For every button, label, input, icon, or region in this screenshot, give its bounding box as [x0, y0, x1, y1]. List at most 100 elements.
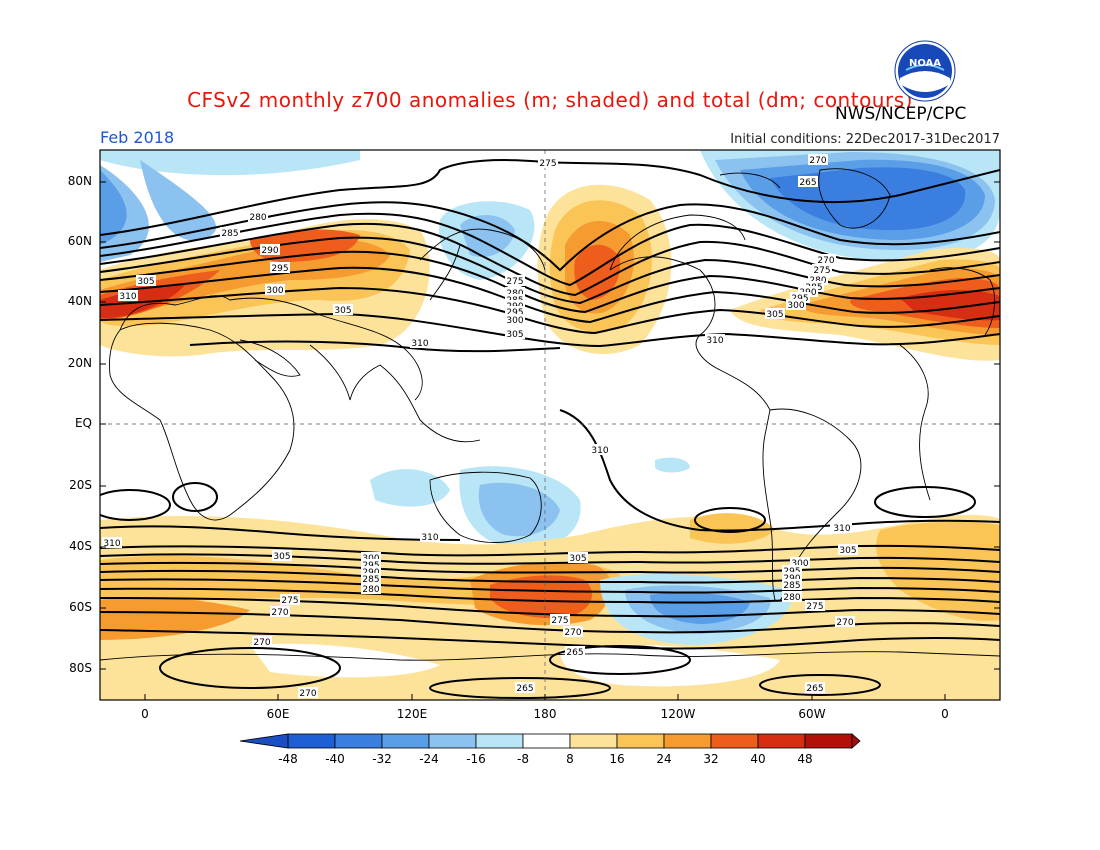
- contour-label: 270: [835, 616, 855, 628]
- svg-text:275: 275: [281, 596, 298, 606]
- svg-text:270: 270: [817, 256, 834, 266]
- colorbar-label: -24: [419, 752, 439, 766]
- lat-label: 20N: [67, 356, 92, 370]
- contour-label: 270: [808, 154, 828, 166]
- contour-label: 280: [248, 211, 268, 223]
- colorbar-swatch: [663, 733, 712, 749]
- forecast-month: Feb 2018: [100, 128, 175, 147]
- agency-label: NWS/NCEP/CPC: [835, 104, 967, 124]
- lat-label: 80N: [67, 174, 92, 188]
- chart-title: CFSv2 monthly z700 anomalies (m; shaded)…: [187, 88, 913, 112]
- svg-text:310: 310: [833, 524, 850, 534]
- svg-text:300: 300: [266, 286, 283, 296]
- contour-label: 305: [272, 550, 292, 562]
- contour-label: 275: [538, 157, 558, 169]
- contour-label: 270: [816, 254, 836, 266]
- svg-text:NOAA: NOAA: [909, 58, 941, 69]
- svg-text:285: 285: [783, 581, 800, 591]
- contour-label: 265: [805, 682, 825, 694]
- lat-label: 40S: [69, 539, 92, 553]
- colorbar-swatch: [428, 733, 477, 749]
- lat-label: 60N: [67, 234, 92, 248]
- svg-text:275: 275: [506, 277, 523, 287]
- colorbar-low-arrow: [239, 733, 289, 749]
- lat-label: 60S: [69, 600, 92, 614]
- lon-label: 120E: [396, 707, 428, 721]
- colorbar-label: 48: [797, 752, 813, 766]
- contour-label: 305: [838, 544, 858, 556]
- svg-text:305: 305: [137, 277, 154, 287]
- lon-label: 60E: [266, 707, 290, 721]
- colorbar-label: -16: [466, 752, 486, 766]
- colorbar-label: 40: [750, 752, 766, 766]
- contour-label: 310: [118, 290, 138, 302]
- colorbar-swatch: [757, 733, 806, 749]
- svg-text:300: 300: [787, 301, 804, 311]
- contour-label: 310: [410, 337, 430, 349]
- svg-text:305: 305: [766, 310, 783, 320]
- contour-label: 265: [515, 682, 535, 694]
- svg-text:270: 270: [564, 628, 581, 638]
- contour-label: 275: [550, 614, 570, 626]
- colorbar-swatch: [569, 733, 618, 749]
- svg-text:310: 310: [591, 446, 608, 456]
- contour-label: 305: [765, 308, 785, 320]
- contour-label: 305: [136, 275, 156, 287]
- colorbar-label: 8: [566, 752, 574, 766]
- contour-label: 300: [790, 557, 810, 569]
- lat-label: 20S: [69, 478, 92, 492]
- svg-text:270: 270: [836, 618, 853, 628]
- colorbar-swatch: [710, 733, 759, 749]
- contour-label: 305: [568, 552, 588, 564]
- svg-text:275: 275: [806, 602, 823, 612]
- contour-label: 275: [812, 264, 832, 276]
- svg-text:305: 305: [334, 306, 351, 316]
- colorbar-swatch: [381, 733, 430, 749]
- svg-text:310: 310: [103, 539, 120, 549]
- colorbar-swatch: [334, 733, 383, 749]
- svg-text:310: 310: [119, 292, 136, 302]
- svg-text:310: 310: [421, 533, 438, 543]
- colorbar-label: -8: [517, 752, 529, 766]
- contour-label: 310: [590, 444, 610, 456]
- contour-label: 295: [505, 306, 525, 318]
- colorbar-label: 24: [656, 752, 672, 766]
- svg-text:295: 295: [506, 308, 523, 318]
- contour-label: 300: [505, 314, 525, 326]
- lat-label: EQ: [74, 416, 92, 430]
- svg-text:300: 300: [791, 559, 808, 569]
- svg-text:310: 310: [411, 339, 428, 349]
- svg-text:265: 265: [566, 648, 583, 658]
- colorbar-swatch: [804, 733, 853, 749]
- colorbar-swatch: [522, 733, 571, 749]
- colorbar-label: 32: [703, 752, 719, 766]
- svg-text:285: 285: [221, 229, 238, 239]
- svg-text:280: 280: [362, 585, 379, 595]
- svg-text:265: 265: [516, 684, 533, 694]
- colorbar-high-arrow: [851, 733, 861, 749]
- contour-label: 285: [220, 227, 240, 239]
- contour-label: 310: [705, 334, 725, 346]
- svg-text:280: 280: [249, 213, 266, 223]
- contour-label: 270: [298, 687, 318, 699]
- svg-text:275: 275: [813, 266, 830, 276]
- contour-label: 270: [270, 606, 290, 618]
- initial-conditions: Initial conditions: 22Dec2017-31Dec2017: [730, 132, 1000, 147]
- contour-label: 300: [786, 299, 806, 311]
- colorbar-swatch: [475, 733, 524, 749]
- contour-label: 275: [805, 600, 825, 612]
- contour-label: 310: [102, 537, 122, 549]
- colorbar-swatch: [616, 733, 665, 749]
- svg-text:270: 270: [253, 638, 270, 648]
- contour-label: 305: [333, 304, 353, 316]
- contour-label: 270: [563, 626, 583, 638]
- contour-label: 270: [252, 636, 272, 648]
- svg-text:280: 280: [783, 593, 800, 603]
- lon-label: 0: [941, 707, 949, 721]
- svg-text:265: 265: [799, 178, 816, 188]
- colorbar-label: -40: [325, 752, 345, 766]
- contour-label: 275: [505, 275, 525, 287]
- svg-text:310: 310: [706, 336, 723, 346]
- colorbar-swatch: [287, 733, 336, 749]
- svg-text:305: 305: [569, 554, 586, 564]
